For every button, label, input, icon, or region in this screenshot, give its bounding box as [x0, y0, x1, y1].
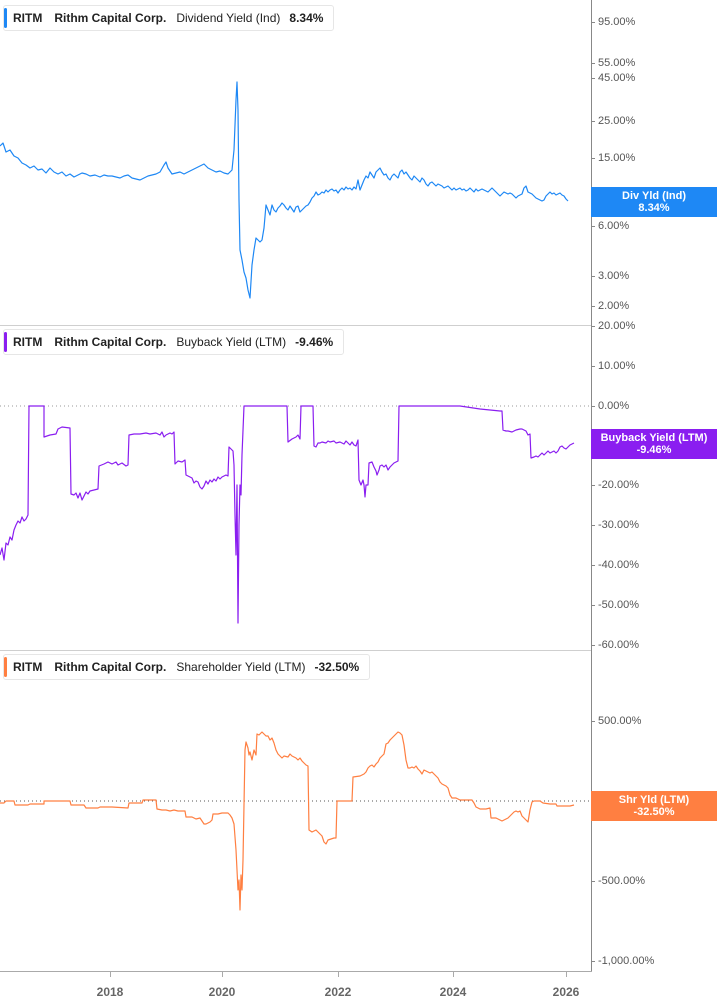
last-value-tag: Buyback Yield (LTM) -9.46%	[591, 429, 717, 459]
y-tick: -500.00%	[591, 875, 646, 887]
tag-label: Buyback Yield (LTM)	[600, 432, 708, 444]
x-tick-label: 2018	[96, 985, 124, 999]
company-name: Rithm Capital Corp.	[54, 335, 167, 349]
x-tick-mark	[222, 972, 223, 977]
tag-value: 8.34%	[638, 202, 670, 214]
buyback-yield-line	[0, 405, 575, 624]
ticker: RITM	[13, 335, 43, 349]
company-name: Rithm Capital Corp.	[54, 11, 167, 25]
last-value-tag: Shr Yld (LTM) -32.50%	[591, 791, 717, 821]
series-color-bar	[4, 8, 7, 28]
tag-value: -9.46%	[636, 444, 672, 456]
y-tick: 10.00%	[591, 360, 636, 372]
dividend-yield-line	[0, 81, 569, 299]
x-tick-label: 2022	[324, 985, 352, 999]
y-tick: 95.00%	[591, 16, 636, 28]
zero-reference-line	[0, 800, 591, 802]
y-tick: -40.00%	[592, 559, 639, 571]
metric-value: 8.34%	[289, 11, 324, 25]
dividend-yield-legend: RITM Rithm Capital Corp. Dividend Yield …	[3, 5, 335, 31]
y-axis-line	[591, 0, 592, 325]
y-tick: 25.00%	[591, 115, 636, 127]
y-tick: 45.00%	[591, 72, 636, 84]
y-tick: 20.00%	[591, 320, 636, 332]
y-tick: 6.00%	[591, 220, 630, 232]
metric-name: Dividend Yield (Ind)	[176, 11, 281, 25]
x-tick-mark	[110, 972, 111, 977]
y-tick: -60.00%	[592, 639, 639, 651]
y-tick: 500.00%	[591, 715, 642, 727]
buyback-yield-panel: RITM Rithm Capital Corp. Buyback Yield (…	[0, 320, 717, 651]
y-tick: 55.00%	[591, 57, 636, 69]
shareholder-yield-legend: RITM Rithm Capital Corp. Shareholder Yie…	[3, 654, 371, 680]
shareholder-yield-line	[0, 731, 575, 911]
shareholder-yield-panel: RITM Rithm Capital Corp. Shareholder Yie…	[0, 650, 717, 971]
x-tick-label: 2026	[552, 985, 580, 999]
x-tick-mark	[566, 972, 567, 977]
y-tick: -50.00%	[592, 599, 639, 611]
x-tick-mark	[453, 972, 454, 977]
y-tick: 3.00%	[591, 270, 630, 282]
buyback-yield-legend: RITM Rithm Capital Corp. Buyback Yield (…	[3, 329, 345, 355]
x-axis-line	[0, 971, 592, 972]
x-tick-label: 2020	[208, 985, 236, 999]
y-tick: 2.00%	[591, 300, 630, 312]
tag-value: -32.50%	[633, 806, 675, 818]
metric-value: -32.50%	[314, 660, 360, 674]
last-value-tag: Div Yld (Ind) 8.34%	[591, 187, 717, 217]
series-color-bar	[4, 332, 7, 352]
x-tick-label: 2024	[439, 985, 467, 999]
y-tick: -20.00%	[592, 479, 639, 491]
y-tick: 15.00%	[591, 152, 636, 164]
metric-value: -9.46%	[295, 335, 334, 349]
panel-divider	[0, 650, 591, 651]
metric-name: Shareholder Yield (LTM)	[176, 660, 306, 674]
panel-divider	[0, 325, 591, 326]
dividend-yield-panel: RITM Rithm Capital Corp. Dividend Yield …	[0, 0, 717, 325]
y-tick: -30.00%	[592, 519, 639, 531]
tag-label: Div Yld (Ind)	[622, 190, 686, 202]
series-color-bar	[4, 657, 7, 677]
y-axis-line	[591, 325, 592, 650]
zero-reference-line	[0, 405, 591, 407]
metric-name: Buyback Yield (LTM)	[176, 335, 287, 349]
company-name: Rithm Capital Corp.	[54, 660, 167, 674]
ticker: RITM	[13, 11, 43, 25]
x-tick-mark	[338, 972, 339, 977]
y-tick: -1,000.00%	[591, 955, 655, 967]
y-tick: 0.00%	[591, 400, 630, 412]
tag-label: Shr Yld (LTM)	[618, 794, 690, 806]
ticker: RITM	[13, 660, 43, 674]
